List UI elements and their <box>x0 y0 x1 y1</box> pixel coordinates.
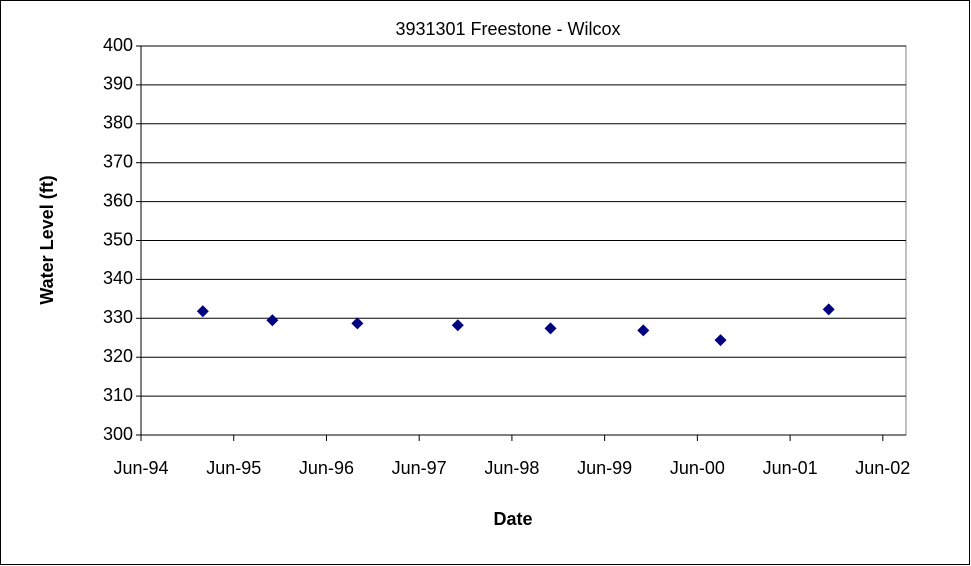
y-tick-label: 320 <box>103 346 133 366</box>
y-tick-label: 370 <box>103 151 133 171</box>
y-tick-label: 340 <box>103 268 133 288</box>
y-tick-label: 400 <box>103 35 133 55</box>
y-tick-label: 380 <box>103 113 133 133</box>
data-point <box>266 314 279 327</box>
data-point <box>822 303 835 316</box>
x-tick-label: Jun-95 <box>206 458 261 478</box>
x-tick-label: Jun-02 <box>855 458 910 478</box>
x-tick-label: Jun-00 <box>670 458 725 478</box>
y-tick-label: 310 <box>103 385 133 405</box>
x-tick-label: Jun-94 <box>113 458 168 478</box>
x-tick-label: Jun-98 <box>484 458 539 478</box>
data-point <box>451 319 464 332</box>
x-tick-label: Jun-99 <box>577 458 632 478</box>
y-axis-label: Water Level (ft) <box>37 175 57 304</box>
x-tick-label: Jun-97 <box>392 458 447 478</box>
y-tick-label: 360 <box>103 190 133 210</box>
data-point <box>544 322 557 335</box>
y-tick-label: 350 <box>103 229 133 249</box>
data-point <box>351 317 364 330</box>
data-point <box>714 334 727 347</box>
x-tick-label: Jun-01 <box>763 458 818 478</box>
x-tick-label: Jun-96 <box>299 458 354 478</box>
data-point <box>196 305 209 318</box>
data-point <box>637 324 650 337</box>
y-tick-label: 330 <box>103 307 133 327</box>
y-tick-label: 390 <box>103 74 133 94</box>
chart-title: 3931301 Freestone - Wilcox <box>395 19 620 39</box>
x-axis-label: Date <box>493 509 532 529</box>
y-tick-label: 300 <box>103 424 133 444</box>
